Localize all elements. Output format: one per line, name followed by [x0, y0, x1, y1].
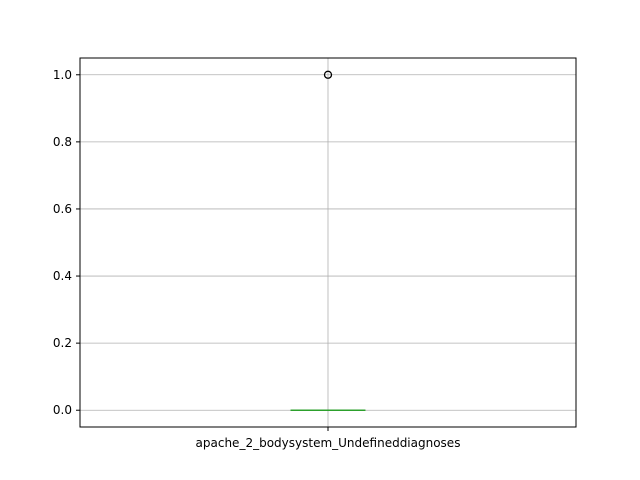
- y-tick-label: 0.2: [53, 336, 72, 350]
- y-tick-label: 0.4: [53, 269, 72, 283]
- box-layer: [290, 70, 366, 411]
- y-tick-label: 0.0: [53, 403, 72, 417]
- outlier-point: [323, 70, 333, 79]
- x-category-label: apache_2_bodysystem_Undefineddiagnoses: [196, 436, 461, 450]
- tick-layer: 0.0 0.2 0.4 0.6 0.8 1.0 apache_2_bodysystem_Un…: [53, 68, 461, 450]
- grid-layer: [80, 58, 576, 427]
- y-tick-label: 0.8: [53, 135, 72, 149]
- y-tick-label: 0.6: [53, 202, 72, 216]
- y-tick-label: 1.0: [53, 68, 72, 82]
